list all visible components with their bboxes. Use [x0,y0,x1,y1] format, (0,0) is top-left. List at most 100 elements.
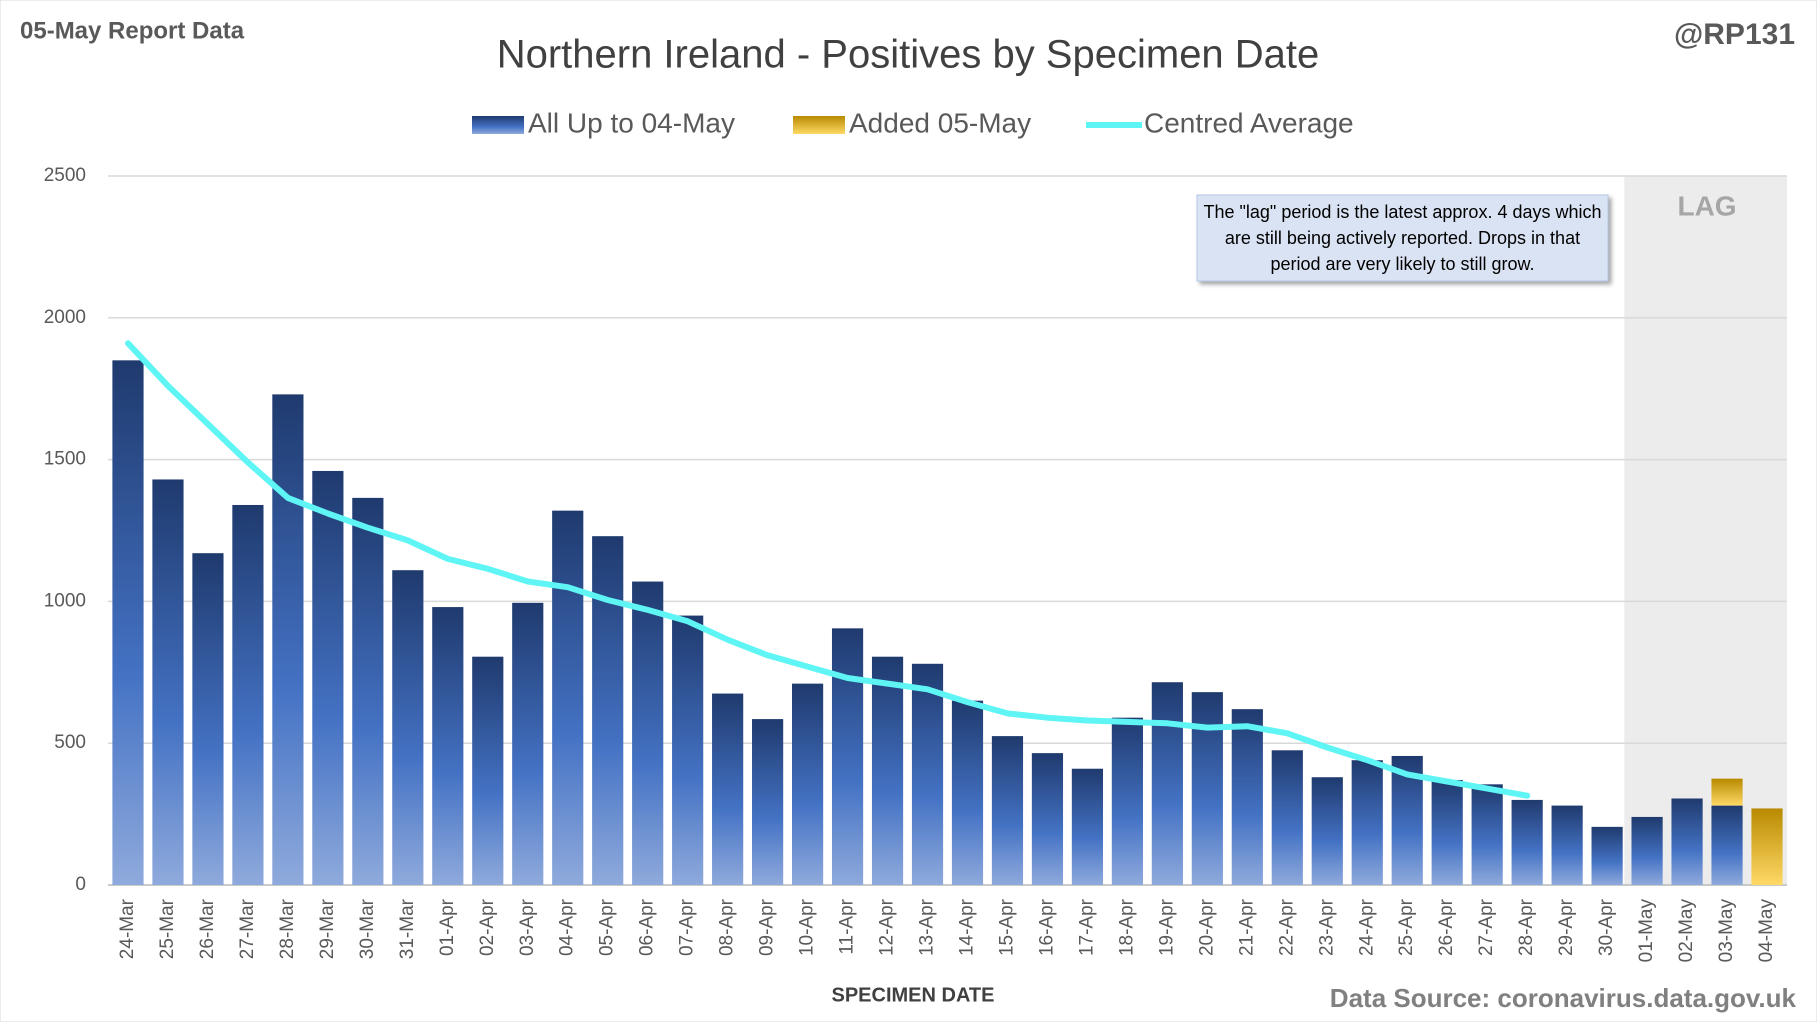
bar [1111,717,1143,885]
x-tick-label: 16-Apr [1036,898,1057,956]
bar [512,602,544,885]
x-tick-label: 04-Apr [557,898,578,956]
x-tick-label: 11-Apr [837,898,858,954]
annotation-text: The "lag" period is the latest approx. 4… [1203,202,1602,274]
x-tick-label: 06-Apr [637,898,658,956]
x-tick-label: 10-Apr [797,898,818,956]
x-tick-label: 26-Apr [1436,898,1457,956]
x-tick-label: 08-Apr [717,898,738,956]
legend-label: Centred Average [1144,107,1354,138]
bar [1551,805,1583,885]
x-tick-label: 15-Apr [996,898,1017,956]
x-tick-label: 03-Apr [517,898,538,956]
bar [1591,826,1623,885]
bar [1151,682,1183,885]
report-label: 05-May Report Data [20,17,245,44]
x-tick-label: 22-Apr [1276,898,1297,956]
x-tick-label: 02-May [1676,899,1697,963]
x-tick-label: 04-May [1756,899,1777,963]
author: @RP131 [1674,18,1795,51]
bar [632,581,664,885]
bar [712,693,744,885]
x-tick-label: 14-Apr [957,898,978,956]
bar [1511,799,1543,885]
bar [911,663,944,885]
x-tick-label: 01-May [1636,899,1657,963]
bar [1431,780,1463,885]
bar [871,656,904,885]
y-tick-label: 2500 [44,165,86,186]
bar [432,607,464,885]
x-tick-label: 05-Apr [597,898,618,956]
lag-label: LAG [1677,190,1736,221]
x-tick-label: 27-Apr [1476,898,1497,956]
bar [232,504,264,885]
bar [272,394,304,885]
x-tick-label: 07-Apr [677,898,698,956]
x-tick-label: 02-Apr [477,898,498,956]
x-tick-label: 03-May [1716,899,1737,963]
annotation: The "lag" period is the latest approx. 4… [1196,194,1609,282]
bar [951,700,984,885]
bar [1711,805,1743,885]
bar [152,479,184,885]
bar [552,510,584,885]
bar [1071,768,1104,885]
x-tick-label: 12-Apr [877,898,898,956]
x-tick-label: 28-Apr [1516,898,1537,956]
bar [1231,709,1263,885]
bar [1631,816,1663,885]
y-tick-label: 500 [54,732,86,753]
x-tick-label: 29-Mar [317,898,338,959]
x-tick-label: 19-Apr [1156,898,1177,956]
bar [752,719,784,885]
legend-label: Added 05-May [849,107,1031,138]
annotation-box [1196,194,1609,282]
source: Data Source: coronavirus.data.gov.uk [1330,983,1797,1013]
bar [312,470,344,885]
lag-region [1624,176,1787,885]
bar [1031,753,1064,885]
x-tick-label: 01-Apr [437,898,458,956]
x-tick-label: 23-Apr [1316,898,1337,956]
bar [472,656,504,885]
x-tick-label: 25-Mar [157,898,178,959]
legend-label: All Up to 04-May [528,107,735,138]
bar [352,497,384,885]
bar [1711,778,1743,806]
x-tick-label: 24-Apr [1356,898,1377,956]
x-tick-label: 17-Apr [1076,898,1097,956]
bar [1191,692,1223,885]
x-tick-label: 20-Apr [1196,898,1217,956]
x-tick-label: 18-Apr [1116,898,1137,956]
legend-swatch [793,116,845,134]
bar [791,683,824,885]
x-tick-label: 09-Apr [757,898,778,956]
x-tick-label: 13-Apr [917,898,938,956]
x-tick-label: 31-Mar [397,898,418,959]
x-tick-label: 25-Apr [1396,898,1417,956]
x-axis-label: SPECIMEN DATE [832,984,995,1006]
x-tick-label: 29-Apr [1556,898,1577,956]
legend-swatch [472,116,524,134]
bar [1271,750,1303,885]
x-tick-label: 30-Apr [1596,898,1617,956]
x-tick-label: 24-Mar [117,898,138,959]
bar [392,570,424,885]
bar [1471,784,1503,885]
x-tick-label: 26-Mar [197,898,218,959]
bar [991,736,1024,885]
chart-title: Northern Ireland - Positives by Specimen… [497,33,1320,77]
bar [831,628,864,885]
bar [1671,798,1703,885]
bar [592,536,624,885]
bar [112,360,144,886]
x-tick-label: 21-Apr [1236,898,1257,956]
x-tick-label: 27-Mar [237,898,258,959]
average-line [125,340,1531,799]
x-tick-label: 30-Mar [357,898,378,959]
bar [672,615,704,885]
y-tick-label: 0 [75,874,86,895]
annotation-text-holder: The "lag" period is the latest approx. 4… [1203,202,1602,274]
